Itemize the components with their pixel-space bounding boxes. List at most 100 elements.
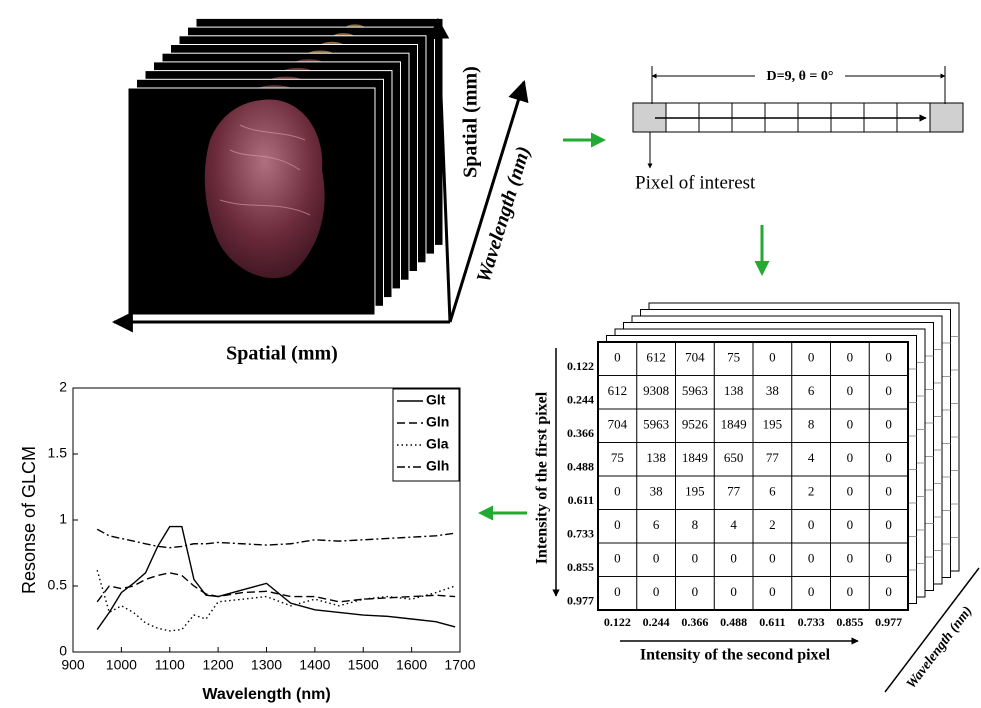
x-tick-label: 900 (61, 657, 85, 673)
matrix-value: 38 (766, 383, 779, 398)
row-level: 0.733 (567, 526, 594, 540)
matrix-value: 0 (847, 517, 854, 532)
matrix-value: 2 (808, 484, 815, 499)
chart: 900 1000 1100 1200 1300 1400 1500 1600 1700 0 0.5 1… (19, 379, 476, 704)
matrix-value: 0 (885, 551, 892, 566)
matrix-value: 0 (808, 551, 815, 566)
matrix-value: 0 (847, 417, 854, 432)
matrix-value: 0 (847, 350, 854, 365)
matrix-value: 77 (727, 484, 741, 499)
matrix-value: 75 (727, 350, 740, 365)
matrix-value: 704 (608, 417, 628, 432)
matrix-value: 9526 (682, 417, 709, 432)
matrix-value: 38 (650, 484, 663, 499)
matrix-value: 0 (614, 350, 621, 365)
matrix-value: 0 (885, 383, 892, 398)
matrix-value: 6 (808, 383, 815, 398)
x-tick-label: 1100 (155, 657, 185, 673)
matrix-value: 0 (847, 484, 854, 499)
matrix-value: 0 (847, 383, 854, 398)
matrix-value: 0 (885, 417, 892, 432)
matrix-value: 0 (614, 551, 621, 566)
leaf-image (204, 99, 325, 279)
legend-label: Glt (426, 392, 446, 408)
row-level: 0.855 (567, 560, 594, 574)
distance-label: D=9, θ = 0° (767, 69, 834, 84)
matrix-value: 0 (614, 484, 621, 499)
series-line (96, 572, 456, 603)
matrix-value: 0 (653, 584, 660, 599)
legend-label: Glh (426, 458, 449, 474)
col-level: 0.733 (798, 615, 825, 629)
matrix-value: 6 (769, 484, 776, 499)
matrix-value: 5963 (643, 417, 669, 432)
legend-box (392, 388, 460, 482)
row-level: 0.366 (567, 426, 594, 440)
row-level: 0.611 (568, 493, 594, 507)
col-level: 0.977 (875, 615, 902, 629)
col-level: 0.122 (604, 615, 631, 629)
series-line (96, 528, 456, 549)
col-level: 0.244 (643, 615, 670, 629)
x-tick-label: 1400 (299, 657, 330, 673)
axis-label: Spatial (mm) (460, 66, 482, 178)
matrix-value: 1849 (682, 450, 708, 465)
x-tick-label: 1500 (348, 657, 379, 673)
matrix-value: 0 (808, 584, 815, 599)
row-level: 0.244 (567, 392, 594, 406)
matrix-value: 0 (614, 517, 621, 532)
matrix-value: 0 (730, 584, 737, 599)
matrix-value: 1849 (721, 417, 747, 432)
matrix-value: 75 (611, 450, 624, 465)
y-tick-label: 2 (59, 379, 67, 395)
x-tick-label: 1700 (444, 657, 475, 673)
matrix-value: 195 (685, 484, 705, 499)
y-tick-label: 1 (59, 511, 67, 527)
label-bg (755, 66, 845, 86)
matrix-value: 0 (769, 350, 776, 365)
col-axis-label: Intensity of the second pixel (640, 647, 831, 664)
legend-label: Gln (426, 414, 449, 430)
depth-axis-label: Wavelength (nm) (904, 604, 976, 692)
legend-label: Gla (426, 436, 449, 452)
y-tick-label: 1.5 (48, 445, 68, 461)
y-tick-label: 0 (59, 643, 67, 659)
matrix-value: 0 (808, 517, 815, 532)
row-level: 0.122 (567, 359, 594, 373)
x-tick-label: 1000 (106, 657, 137, 673)
leaf-veins (219, 124, 311, 216)
x-tick-label: 1200 (203, 657, 234, 673)
matrix-value: 704 (685, 350, 705, 365)
matrix-value: 0 (885, 450, 892, 465)
col-level: 0.488 (720, 615, 747, 629)
matrix-value: 77 (766, 450, 780, 465)
axis-arrow (448, 79, 529, 323)
x-tick-label: 1600 (396, 657, 427, 673)
matrix-value: 0 (692, 551, 699, 566)
matrix-value: 0 (769, 551, 776, 566)
matrix-value: 138 (724, 383, 744, 398)
row-axis-label: Intensity of the first pixel (534, 391, 551, 564)
matrix-value: 650 (724, 450, 744, 465)
pixel-cell (929, 102, 964, 133)
matrix-value: 4 (808, 450, 815, 465)
matrix-value: 4 (730, 517, 737, 532)
matrix-value: 2 (769, 517, 776, 532)
matrix-value: 0 (769, 584, 776, 599)
pixel-label: Pixel of interest (635, 172, 756, 193)
row-level: 0.977 (567, 593, 594, 607)
matrix-value: 0 (847, 450, 854, 465)
matrix-value: 612 (608, 383, 628, 398)
matrix-value: 0 (847, 584, 854, 599)
matrix-value: 6 (653, 517, 660, 532)
matrix-value: 138 (646, 450, 666, 465)
col-level: 0.366 (681, 615, 708, 629)
matrix-value: 5963 (682, 383, 708, 398)
matrix-value: 195 (763, 417, 783, 432)
row-level: 0.488 (567, 459, 594, 473)
col-level: 0.855 (836, 615, 863, 629)
depth-axis (884, 567, 980, 693)
y-axis-label: Resonse of GLCM (19, 446, 39, 594)
